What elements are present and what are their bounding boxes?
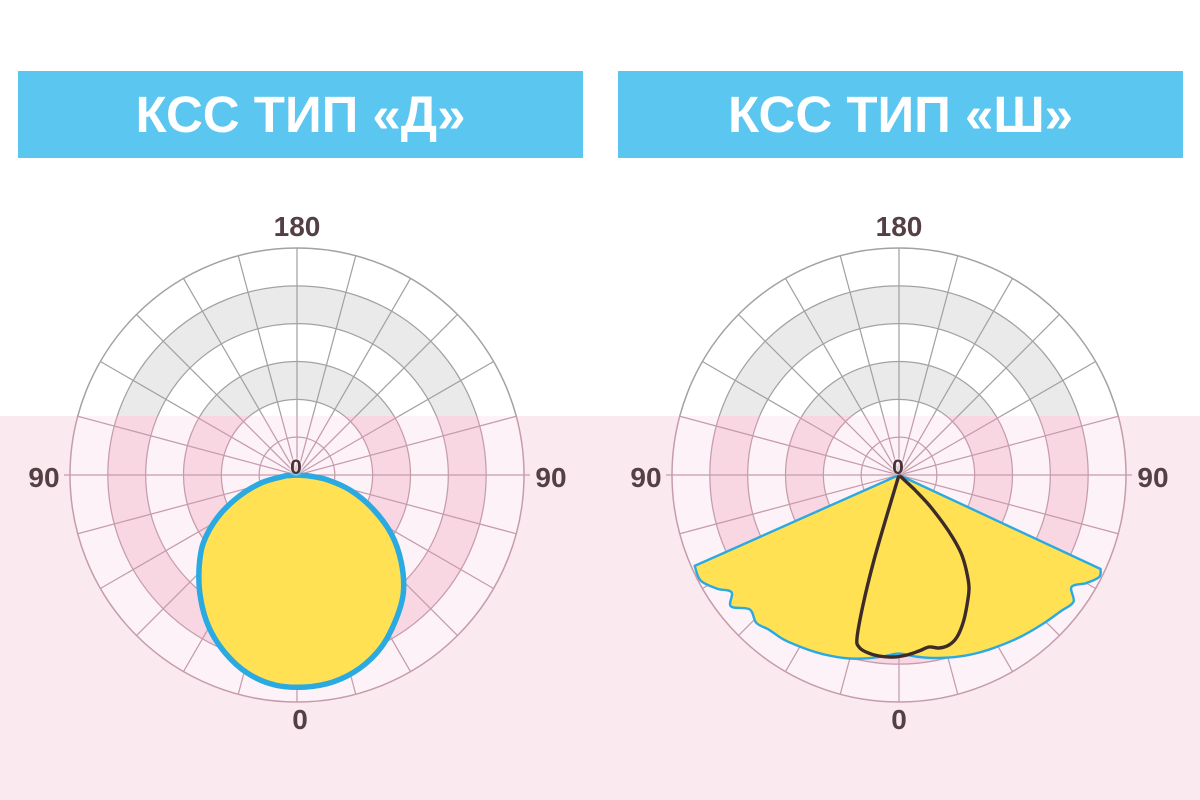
header-kcc-d-text: КСС ТИП «Д» — [135, 86, 466, 143]
horizon-background — [0, 416, 1200, 800]
right-plot-label-0-center: 0 — [892, 456, 904, 479]
header-kcc-sh: КСС ТИП «Ш» — [618, 71, 1183, 158]
right-plot-label-90-right: 90 — [1137, 462, 1169, 493]
header-kcc-d: КСС ТИП «Д» — [18, 71, 583, 158]
header-kcc-sh-text: КСС ТИП «Ш» — [728, 86, 1073, 143]
left-plot-label-90-left: 90 — [28, 462, 60, 493]
right-plot-label-90-left: 90 — [630, 462, 662, 493]
left-plot-label-0-bottom: 0 — [292, 704, 308, 735]
right-plot-label-180: 180 — [875, 211, 923, 242]
left-plot-label-90-right: 90 — [535, 462, 567, 493]
left-plot-label-180: 180 — [273, 211, 321, 242]
left-plot-label-0-center: 0 — [290, 456, 302, 479]
right-plot-label-0-bottom: 0 — [891, 704, 907, 735]
